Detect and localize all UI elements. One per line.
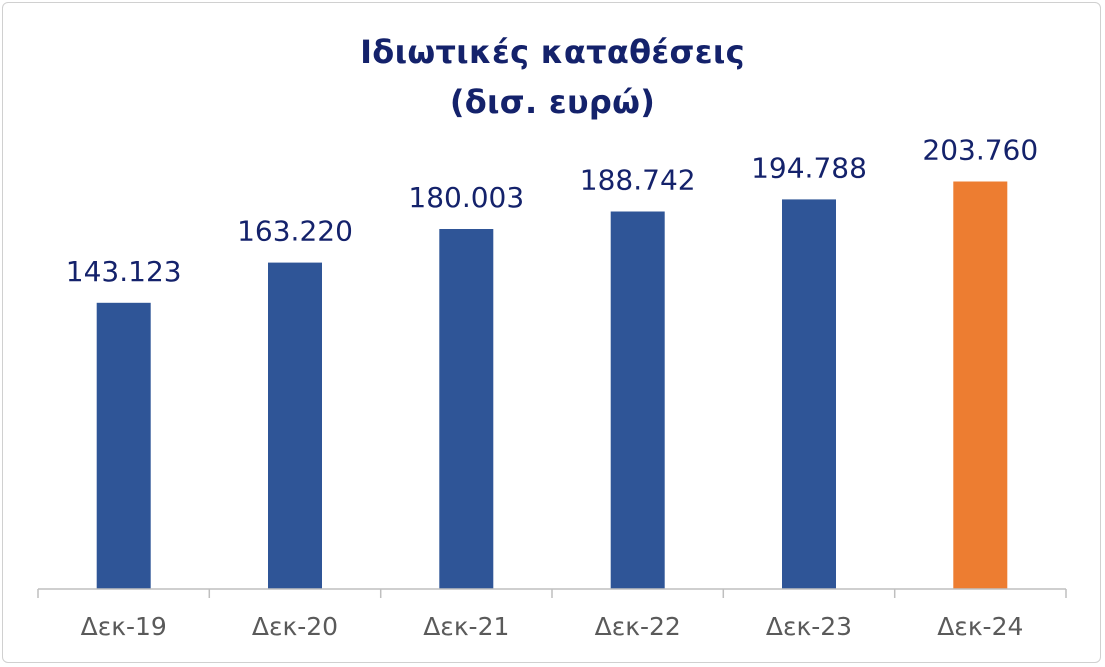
x-tick-label-Δεκ-24: Δεκ-24	[937, 612, 1023, 641]
value-label-Δεκ-22: 188.742	[580, 164, 696, 197]
chart-subtitle: (δισ. ευρώ)	[449, 83, 656, 121]
x-tick-label-Δεκ-20: Δεκ-20	[252, 612, 338, 641]
chart-title: Ιδιωτικές καταθέσεις	[360, 33, 745, 71]
bar-Δεκ-23	[782, 199, 836, 589]
bar-Δεκ-21	[439, 229, 494, 589]
value-label-Δεκ-19: 143.123	[66, 255, 182, 288]
x-tick-label-Δεκ-19: Δεκ-19	[81, 612, 167, 641]
value-label-Δεκ-20: 163.220	[237, 215, 353, 248]
bars-layer	[96, 181, 1008, 589]
x-tick-label-Δεκ-21: Δεκ-21	[423, 612, 509, 641]
bar-Δεκ-22	[610, 211, 665, 589]
x-axis: Δεκ-19 Δεκ-20 Δεκ-21 Δεκ-22 Δεκ-23 Δεκ-24	[37, 588, 1067, 641]
value-label-Δεκ-21: 180.003	[408, 181, 524, 214]
x-tick-label-Δεκ-22: Δεκ-22	[595, 612, 681, 641]
value-labels-layer: 143.123 163.220 180.003 188.742 194.788 203.7…	[66, 134, 1038, 288]
bar-Δεκ-24	[953, 181, 1008, 589]
bar-Δεκ-19	[96, 302, 151, 589]
bar-Δεκ-20	[268, 262, 322, 589]
value-label-Δεκ-24: 203.760	[922, 134, 1038, 167]
value-label-Δεκ-23: 194.788	[751, 151, 867, 184]
x-tick-label-Δεκ-23: Δεκ-23	[766, 612, 852, 641]
